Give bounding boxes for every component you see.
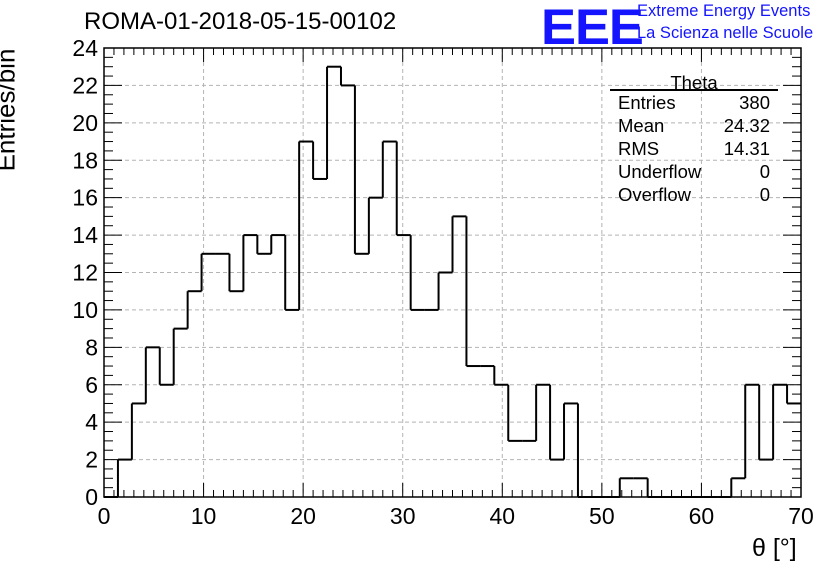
x-tick-label: 40 xyxy=(489,503,515,529)
stat-value: 0 xyxy=(759,184,770,205)
stat-row-underflow: Underflow 0 xyxy=(618,161,770,183)
stat-value: 380 xyxy=(739,92,770,113)
grid-lines xyxy=(104,48,801,497)
y-tick-label: 8 xyxy=(85,334,98,360)
stat-label: Entries xyxy=(618,92,676,113)
y-tick-label: 16 xyxy=(72,185,98,211)
stats-box: Theta Entries 380 Mean 24.32 RMS 14.31 U… xyxy=(610,72,778,212)
stats-title: Theta xyxy=(670,72,718,93)
axis-ticks xyxy=(103,47,802,498)
stat-value: 24.32 xyxy=(723,115,770,136)
eee-logo: EEE xyxy=(541,0,644,55)
stat-label: Underflow xyxy=(618,161,702,182)
stat-value: 14.31 xyxy=(723,138,770,159)
x-tick-label: 30 xyxy=(390,503,416,529)
x-axis-label: θ [°] xyxy=(752,534,797,562)
y-tick-label: 24 xyxy=(72,35,98,61)
stat-row-mean: Mean 24.32 xyxy=(618,115,770,137)
stat-label: RMS xyxy=(618,138,660,159)
y-tick-label: 6 xyxy=(85,372,98,398)
chart-title: ROMA-01-2018-05-15-00102 xyxy=(84,8,397,35)
stat-value: 0 xyxy=(759,161,770,182)
y-tick-label: 12 xyxy=(72,260,98,286)
y-tick-label: 10 xyxy=(72,297,98,323)
stat-row-rms: RMS 14.31 xyxy=(618,138,770,160)
y-tick-label: 14 xyxy=(72,222,98,248)
x-tick-label: 0 xyxy=(98,503,111,529)
y-tick-label: 2 xyxy=(85,447,98,473)
y-tick-label: 18 xyxy=(72,147,98,173)
stat-row-entries: Entries 380 xyxy=(618,92,770,114)
x-tick-label: 70 xyxy=(788,503,814,529)
stats-separator xyxy=(610,89,778,91)
x-tick-label: 10 xyxy=(191,503,217,529)
y-tick-label: 22 xyxy=(72,72,98,98)
logo-text-line1: Extreme Energy Events xyxy=(637,2,811,20)
stat-label: Overflow xyxy=(618,184,691,205)
x-tick-label: 50 xyxy=(589,503,615,529)
y-tick-label: 0 xyxy=(85,484,98,510)
stat-label: Mean xyxy=(618,115,665,136)
x-tick-label: 20 xyxy=(290,503,316,529)
logo-text-line2: La Scienza nelle Scuole xyxy=(637,24,814,42)
y-tick-label: 20 xyxy=(72,110,98,136)
x-tick-label: 60 xyxy=(689,503,715,529)
stat-row-overflow: Overflow 0 xyxy=(618,184,770,206)
y-tick-label: 4 xyxy=(85,409,98,435)
